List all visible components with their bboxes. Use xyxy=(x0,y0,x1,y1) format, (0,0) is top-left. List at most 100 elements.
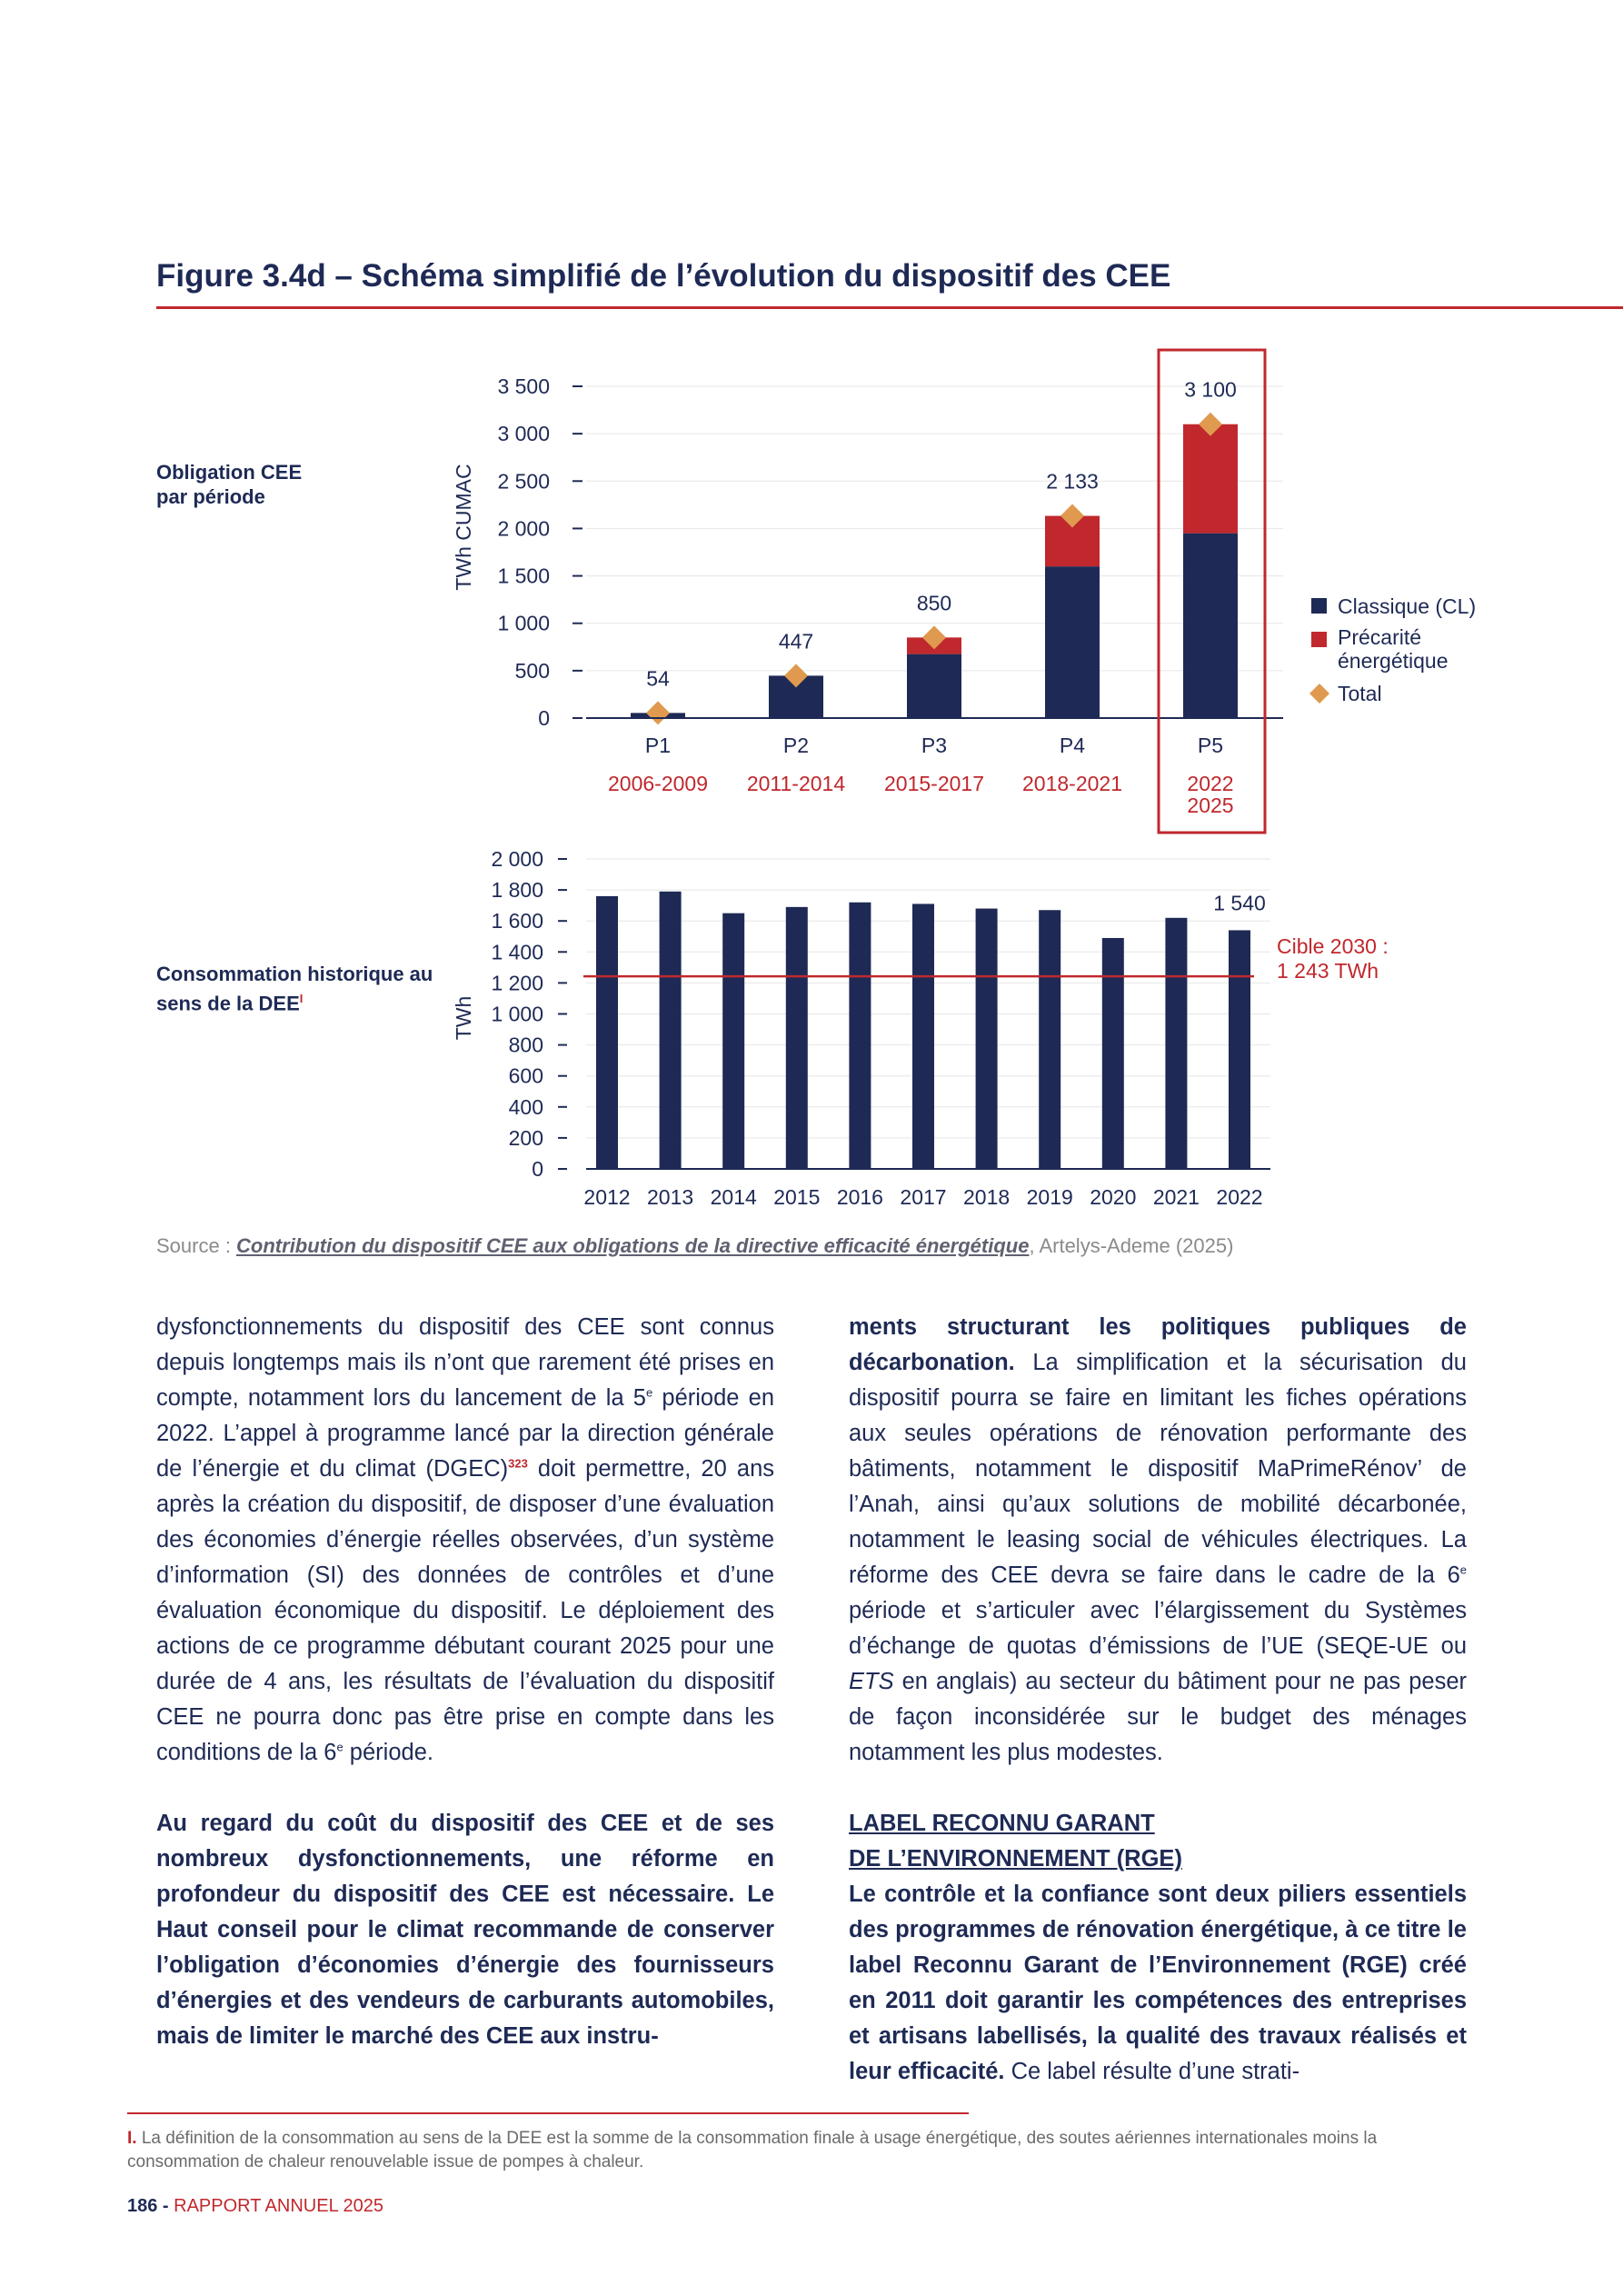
right-column: ments structurant les politiques publiqu… xyxy=(849,1310,1467,2125)
source-prefix: Source : xyxy=(156,1234,237,1257)
right-paragraph-1: ments structurant les politiques publiqu… xyxy=(849,1314,1467,1765)
top-chart-total-label-p2: 447 xyxy=(779,629,813,653)
top-chart-p5-highlight-box xyxy=(1157,348,1267,834)
bottom-chart-x-tick-label: 2016 xyxy=(837,1185,883,1209)
top-chart-y-tick-label: 3 000 xyxy=(497,422,550,445)
top-chart-y-tick-label: 1 500 xyxy=(497,564,550,588)
bottom-chart-y-tick-label: 1 400 xyxy=(491,940,543,963)
bottom-chart-bar-2013 xyxy=(659,891,682,1169)
left-paragraph-1: dysfonctionnements du dispositif des CEE… xyxy=(156,1314,775,1765)
bottom-chart-bar-2012 xyxy=(596,895,618,1169)
bottom-chart-bar-2015 xyxy=(785,906,808,1169)
top-chart-x-tick-label: P4 xyxy=(1060,734,1085,757)
top-chart-y-tick-label: 0 xyxy=(538,706,550,730)
top-chart-y-tick-label: 3 500 xyxy=(497,374,550,398)
right-paragraph-2: Le contrôle et la confiance sont deux pi… xyxy=(849,1882,1467,2084)
bottom-chart-x-tick-label: 2021 xyxy=(1153,1185,1200,1209)
footnote: I. La définition de la consommation au s… xyxy=(127,2127,1472,2174)
source-link[interactable]: Contribution du dispositif CEE aux oblig… xyxy=(236,1234,1030,1257)
bottom-chart-side-label-text: Consommation historique au sens de la DE… xyxy=(156,963,433,1015)
top-chart-total-marker-p5 xyxy=(1199,412,1222,436)
bottom-chart-bar-2019 xyxy=(1039,910,1061,1169)
page-number: 186 - xyxy=(127,2196,169,2216)
bottom-chart-bar-2018 xyxy=(975,908,998,1169)
top-chart-total-marker-p3 xyxy=(922,625,946,650)
top-chart-y-tick-label: 1 000 xyxy=(497,612,550,635)
top-chart-x-tick-label: P1 xyxy=(645,734,671,757)
bottom-chart-bar-2014 xyxy=(722,913,745,1169)
top-chart-x-tick-label: P2 xyxy=(783,734,809,757)
footnote-ref-323[interactable]: 323 xyxy=(508,1456,528,1471)
top-chart-side-label: Obligation CEE par période xyxy=(156,461,303,508)
bottom-chart-target-label: Cible 2030 : xyxy=(1277,934,1389,958)
top-chart-total-marker-p2 xyxy=(784,664,808,688)
footnote-marker: I. xyxy=(127,2129,137,2148)
legend-precarite-swatch xyxy=(1311,632,1327,647)
top-chart-y-tick-label: 500 xyxy=(515,659,550,683)
top-chart-period-label: 2011-2014 xyxy=(747,772,845,795)
top-chart-total-label-p3: 850 xyxy=(917,591,951,614)
bottom-chart-x-tick-label: 2013 xyxy=(647,1185,693,1209)
top-chart-period-label: 2018-2021 xyxy=(1022,772,1122,795)
footnote-divider xyxy=(127,2112,969,2114)
top-chart-x-tick-label: P3 xyxy=(921,734,947,757)
bottom-chart-y-tick-label: 600 xyxy=(509,1064,543,1088)
top-chart-bar-p4-classique xyxy=(1045,566,1100,718)
legend-precarite-label: énergétique xyxy=(1338,649,1449,673)
top-chart-period-label: 2025 xyxy=(1187,794,1233,817)
source-suffix: , Artelys-Ademe (2025) xyxy=(1029,1234,1234,1257)
top-chart-total-marker-p4 xyxy=(1060,504,1084,528)
top-chart-bar-p3-classique xyxy=(907,654,961,718)
top-chart-y-tick-label: 2 000 xyxy=(497,516,550,540)
top-chart-total-label-p4: 2 133 xyxy=(1046,470,1099,494)
figure-source: Source : Contribution du dispositif CEE … xyxy=(156,1234,1233,1258)
bottom-chart-x-tick-label: 2014 xyxy=(711,1185,757,1209)
top-chart-period-label: 2022 xyxy=(1187,772,1233,795)
bottom-chart-y-tick-label: 1 200 xyxy=(491,971,543,994)
top-chart-period-label: 2006-2009 xyxy=(608,772,708,795)
legend-classique-swatch xyxy=(1311,598,1327,614)
bottom-chart-bar-2022 xyxy=(1229,930,1250,1169)
bottom-chart-data-label-2022: 1 540 xyxy=(1213,891,1266,914)
bottom-chart-x-tick-label: 2012 xyxy=(583,1185,630,1209)
bottom-chart-x-tick-label: 2017 xyxy=(900,1185,946,1209)
top-chart-bar-p5-precarite xyxy=(1183,424,1238,534)
top-chart-total-marker-p1 xyxy=(646,701,670,725)
bottom-chart-y-tick-label: 400 xyxy=(509,1095,543,1119)
bottom-chart-x-tick-label: 2022 xyxy=(1216,1185,1262,1209)
figure-title: Figure 3.4d – Schéma simplifié de l’évol… xyxy=(156,258,1171,294)
bottom-chart-x-tick-label: 2015 xyxy=(773,1185,820,1209)
page-footer: 186 - RAPPORT ANNUEL 2025 xyxy=(127,2196,383,2217)
bottom-chart-y-tick-label: 800 xyxy=(509,1033,543,1057)
bottom-chart-bar-2020 xyxy=(1101,937,1124,1169)
bottom-chart-y-tick-label: 1 000 xyxy=(491,1003,543,1026)
bottom-chart-y-tick-label: 200 xyxy=(509,1126,543,1150)
bottom-chart-x-tick-label: 2018 xyxy=(963,1185,1010,1209)
bottom-chart-x-tick-label: 2020 xyxy=(1090,1185,1136,1209)
figure-charts: 0 500 1 000 1 500 2 000 2 500 3 000 3 500 TWh CU… xyxy=(452,348,1476,1209)
bottom-chart-y-axis-label: TWh xyxy=(452,996,475,1041)
bottom-chart-y-tick-label: 1 600 xyxy=(491,909,543,933)
top-chart-total-label-p1: 54 xyxy=(646,666,670,690)
top-chart-total-label-p5: 3 100 xyxy=(1184,378,1237,402)
bottom-chart-bar-2017 xyxy=(912,903,934,1169)
bottom-chart-side-label: Consommation historique au sens de la DE… xyxy=(156,962,438,1015)
bottom-chart-y-tick-label: 2 000 xyxy=(491,847,543,871)
legend-total-swatch xyxy=(1309,684,1329,704)
legend-classique-label: Classique (CL) xyxy=(1338,594,1476,618)
left-column: dysfonctionnements du dispositif des CEE… xyxy=(156,1310,774,2090)
footnote-mark: I xyxy=(299,992,304,1005)
top-chart-bar-p5-classique xyxy=(1183,533,1238,718)
top-chart-x-tick-label: P5 xyxy=(1198,734,1223,757)
report-name: RAPPORT ANNUEL 2025 xyxy=(168,2196,383,2216)
legend-total-label: Total xyxy=(1338,682,1382,705)
rge-section-heading: LABEL RECONNU GARANT DE L’ENVIRONNEMENT (… xyxy=(849,1811,1182,1872)
bottom-chart-target-label: 1 243 TWh xyxy=(1277,959,1379,983)
footnote-text: La définition de la consommation au sens… xyxy=(127,2129,1378,2171)
bottom-chart-bar-2016 xyxy=(849,902,871,1169)
top-chart-y-axis-label: TWh CUMAC xyxy=(452,464,475,590)
bottom-chart-y-tick-label: 0 xyxy=(532,1157,543,1181)
title-divider xyxy=(156,306,1623,309)
bottom-chart-y-tick-label: 1 800 xyxy=(491,878,543,902)
bottom-chart-bar-2021 xyxy=(1165,917,1188,1169)
